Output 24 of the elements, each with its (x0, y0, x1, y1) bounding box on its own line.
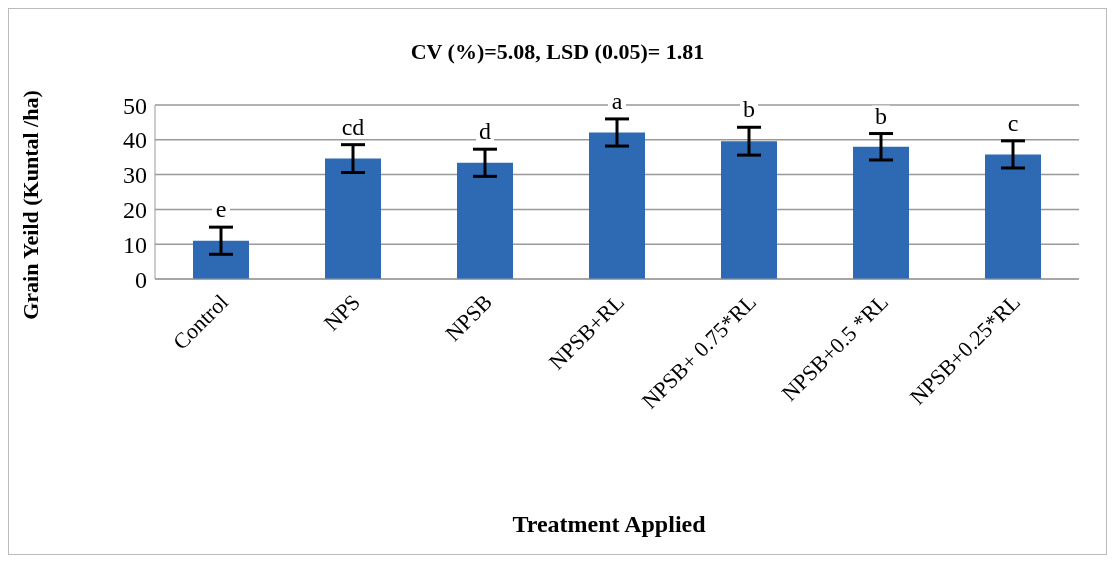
annotation: e (215, 196, 227, 223)
bar (193, 240, 249, 279)
annotation: a (611, 87, 623, 114)
y-tick-label: 20 (123, 196, 147, 223)
y-tick-label: 10 (123, 231, 147, 258)
bar (325, 158, 381, 279)
bar (853, 146, 909, 279)
x-tick-label: NPS (318, 289, 366, 336)
bar (457, 162, 513, 279)
y-axis-title: Grain Yeild (Kuntal /ha) (18, 90, 44, 320)
annotation: cd (341, 113, 365, 140)
y-tick-label: 0 (135, 266, 147, 293)
bar (589, 132, 645, 279)
bar (985, 154, 1041, 279)
annotation: b (743, 96, 755, 123)
bar (721, 141, 777, 279)
annotation: d (479, 118, 491, 145)
y-tick-label: 50 (123, 92, 147, 119)
x-axis-title: Treatment Applied (511, 511, 707, 538)
annotation: c (1007, 109, 1019, 136)
chart-title: CV (%)=5.08, LSD (0.05)= 1.81 (409, 39, 706, 65)
annotation: b (875, 102, 887, 129)
y-tick-label: 30 (123, 162, 147, 189)
y-tick-label: 40 (123, 127, 147, 154)
